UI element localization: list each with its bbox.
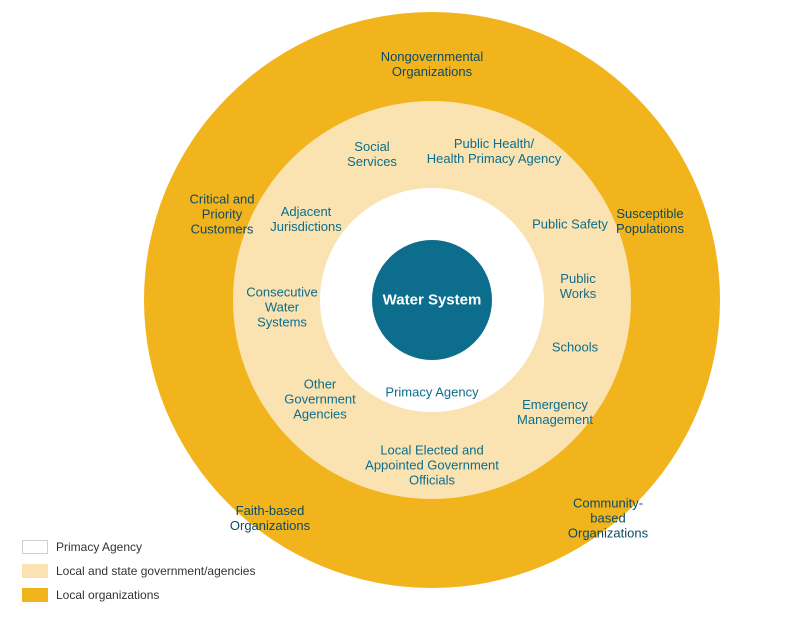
legend-swatch-2 [22,588,48,602]
middle-label-1: Public Health/ Health Primacy Agency [427,137,561,167]
middle-label-9: Local Elected and Appointed Government O… [365,444,499,489]
legend-label-0: Primacy Agency [56,541,142,553]
legend-label-1: Local and state government/agencies [56,565,255,577]
legend-swatch-1 [22,564,48,578]
outer-label-0: Nongovernmental Organizations [381,50,484,80]
outer-label-1: Critical and Priority Customers [189,193,254,238]
outer-label-4: Community- based Organizations [568,497,648,542]
middle-label-3: Public Safety [532,218,608,233]
legend-row-2: Local organizations [22,588,255,602]
middle-label-0: Social Services [347,140,397,170]
middle-label-5: Public Works [560,272,597,302]
core-label: Water System [383,291,482,308]
legend-swatch-0 [22,540,48,554]
middle-label-7: Other Government Agencies [284,378,356,423]
middle-label-4: Consecutive Water Systems [246,286,318,331]
legend-row-0: Primacy Agency [22,540,255,554]
outer-label-3: Faith-based Organizations [230,504,310,534]
diagram-stage: Water System Nongovernmental Organization… [0,0,800,632]
legend-row-1: Local and state government/agencies [22,564,255,578]
middle-label-6: Schools [552,341,598,356]
inner-label-0: Primacy Agency [385,386,478,401]
legend: Primacy Agency Local and state government… [22,540,255,602]
legend-label-2: Local organizations [56,589,159,601]
middle-label-2: Adjacent Jurisdictions [270,205,342,235]
outer-label-2: Susceptible Populations [616,207,684,237]
middle-label-8: Emergency Management [517,398,593,428]
